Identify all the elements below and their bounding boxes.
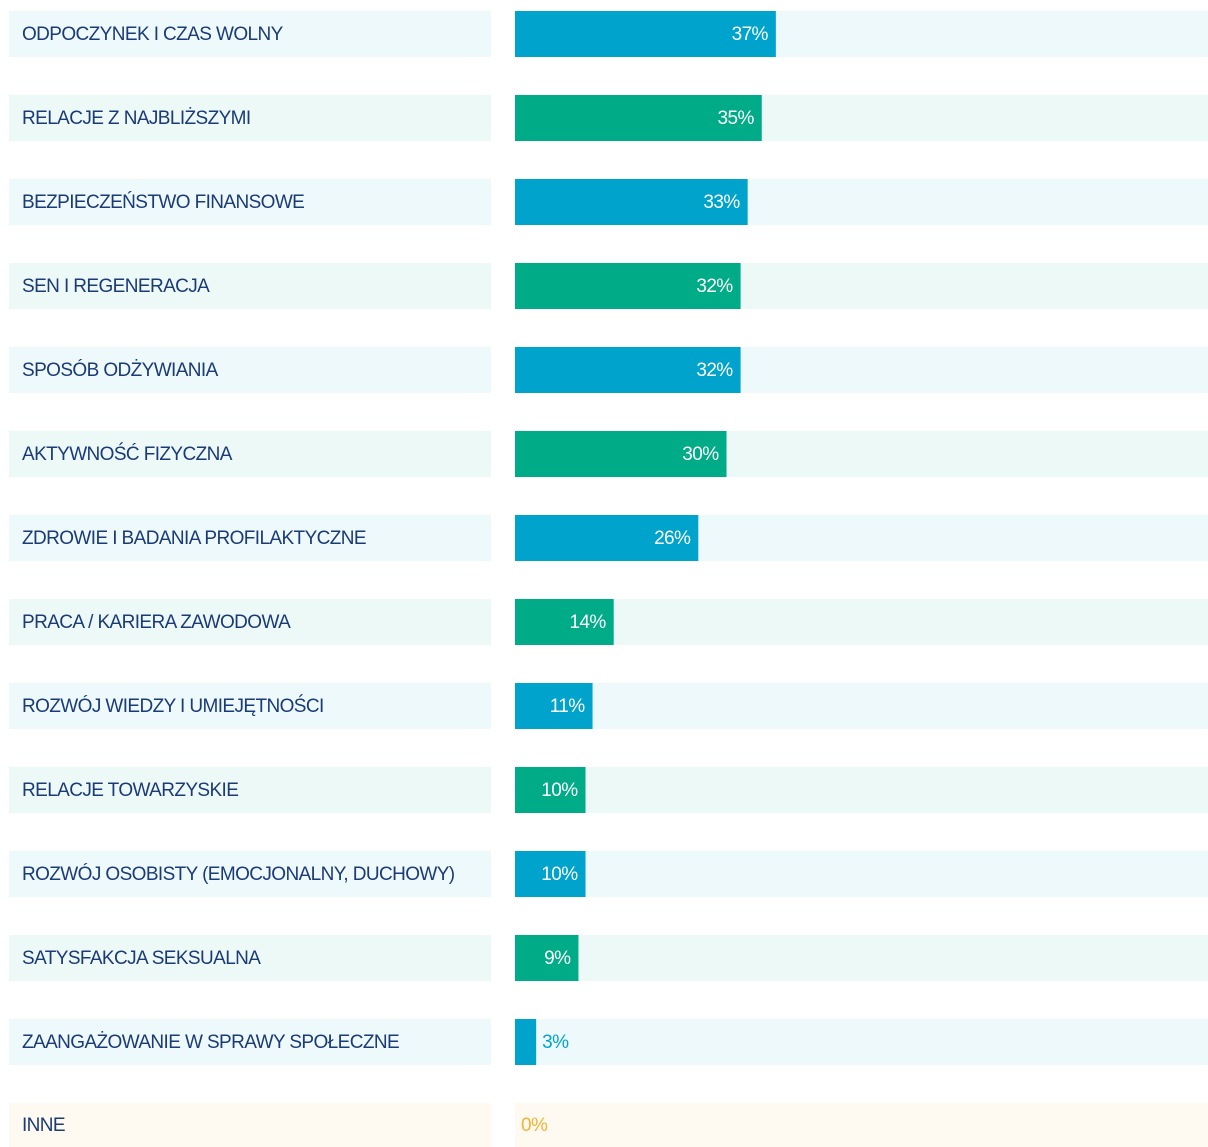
bar [515,935,579,981]
bar-track [515,1019,1208,1065]
value-label: 26% [654,528,691,549]
category-label: SEN I REGENERACJA [22,276,210,297]
bar [515,95,762,141]
category-label: ROZWÓJ WIEDZY I UMIEJĘTNOŚCI [22,695,324,717]
category-label: BEZPIECZEŃSTWO FINANSOWE [22,192,304,213]
bar-track [515,767,1208,813]
value-label: 11% [550,696,586,717]
bar-track [515,935,1208,981]
label-background [9,767,491,813]
label-background [9,1019,491,1065]
bar [515,431,727,477]
bar [515,1019,537,1065]
label-background [9,431,491,477]
category-label: SATYSFAKCJA SEKSUALNA [22,948,261,969]
value-label: 10% [541,864,578,885]
bar-track [515,1103,1208,1147]
bar [515,11,776,57]
value-label: 10% [541,780,578,801]
category-label: RELACJE Z NAJBLIŻSZYMI [22,108,251,129]
bar-track [515,683,1208,729]
label-background [9,1103,491,1147]
category-label: AKTYWNOŚĆ FIZYCZNA [22,443,233,465]
category-label: RELACJE TOWARZYSKIE [22,780,238,801]
category-label: ZDROWIE I BADANIA PROFILAKTYCZNE [22,528,366,549]
bar [515,263,741,309]
value-label: 33% [703,192,740,213]
label-background [9,515,491,561]
label-background [9,95,491,141]
label-background [9,263,491,309]
value-label: 32% [696,276,733,297]
bar-track [515,851,1208,897]
bar [515,851,586,897]
bar [515,767,586,813]
value-label: 3% [542,1032,569,1053]
bar [515,515,699,561]
label-background [9,179,491,225]
value-label: 30% [682,444,719,465]
value-label: 35% [718,108,755,129]
value-label: 37% [732,24,769,45]
label-background [9,347,491,393]
bar [515,683,593,729]
value-label: 32% [696,360,733,381]
category-label: ZAANGAŻOWANIE W SPRAWY SPOŁECZNE [22,1032,399,1053]
label-background [9,11,491,57]
category-label: PRACA / KARIERA ZAWODOWA [22,612,291,633]
value-label: 14% [569,612,606,633]
label-background [9,599,491,645]
value-label: 0% [521,1115,548,1136]
label-background [9,851,491,897]
bar [515,347,741,393]
category-label: ODPOCZYNEK I CZAS WOLNY [22,24,284,45]
bar-track [515,599,1208,645]
label-background [9,935,491,981]
category-label: INNE [22,1115,65,1136]
value-label: 9% [544,948,571,969]
category-label: SPOSÓB ODŻYWIANIA [22,359,219,381]
bar [515,599,614,645]
label-background [9,683,491,729]
category-label: ROZWÓJ OSOBISTY (EMOCJONALNY, DUCHOWY) [22,863,455,885]
bar [515,179,748,225]
